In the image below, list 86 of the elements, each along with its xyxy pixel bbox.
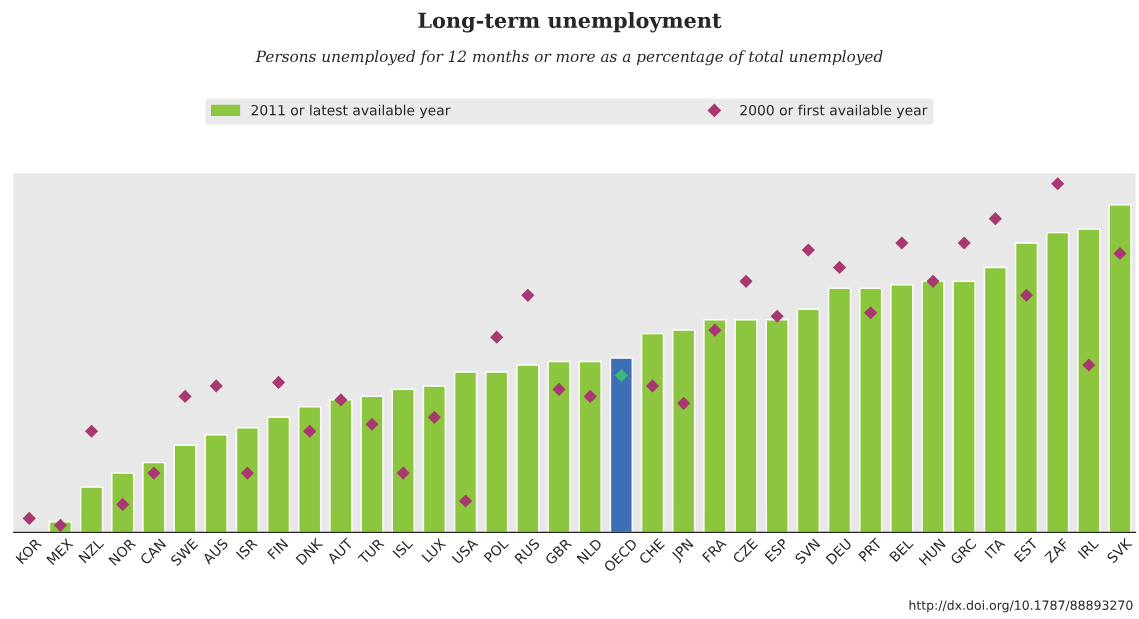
x-tick-label: USA <box>451 537 479 565</box>
x-tick-label: IRL <box>1077 537 1100 559</box>
point <box>147 466 161 480</box>
point <box>22 511 36 525</box>
point <box>303 424 317 438</box>
bar <box>391 388 415 533</box>
point <box>957 236 971 250</box>
point <box>53 518 67 532</box>
point <box>801 243 815 257</box>
bar <box>703 319 727 533</box>
bar <box>578 360 602 533</box>
point <box>739 274 753 288</box>
point <box>1082 358 1096 372</box>
x-tick-label: ISL <box>392 537 414 559</box>
point <box>84 424 99 438</box>
x-tick-label: FRA <box>701 537 727 563</box>
x-tick-label: TUR <box>357 537 385 565</box>
bar <box>640 332 665 533</box>
bar <box>952 280 976 533</box>
bar <box>173 444 197 533</box>
x-tick-label: ITA <box>984 537 1006 559</box>
point <box>1113 246 1127 261</box>
point <box>677 396 691 410</box>
bar <box>734 319 758 533</box>
point <box>458 494 473 508</box>
x-tick-label: ESP <box>764 537 789 563</box>
bar <box>204 434 228 533</box>
bar <box>235 427 260 533</box>
point <box>926 274 940 288</box>
chart-title: Long-term unemployment <box>418 12 722 33</box>
bar <box>1077 228 1101 533</box>
point <box>521 288 535 302</box>
x-tick-label: FIN <box>267 538 289 560</box>
chart-subtitle: Persons unemployed for 12 months or more as a percentage of total unemployed <box>255 50 883 66</box>
point <box>1051 177 1065 191</box>
bar <box>485 371 509 533</box>
point <box>365 417 379 431</box>
bar <box>142 461 166 533</box>
point <box>178 389 192 403</box>
point <box>490 330 504 344</box>
legend-label: 2011 or latest available year <box>251 104 451 119</box>
bar <box>79 486 104 533</box>
point <box>427 410 441 424</box>
bar <box>1046 231 1070 533</box>
bar <box>111 472 135 533</box>
bar <box>983 266 1007 533</box>
bar <box>453 371 478 533</box>
x-tick-label: NZL <box>78 537 105 564</box>
x-tick-label: POL <box>483 537 510 563</box>
bar <box>890 284 914 533</box>
point <box>895 236 909 250</box>
bar <box>360 395 384 533</box>
point <box>614 368 628 383</box>
point <box>552 382 566 397</box>
bar <box>422 385 446 533</box>
point <box>583 389 597 403</box>
bar <box>672 329 696 533</box>
bar <box>516 364 540 533</box>
point <box>334 393 348 407</box>
point <box>832 260 847 275</box>
point <box>645 379 660 393</box>
bar <box>1108 203 1132 533</box>
point <box>988 212 1002 226</box>
bar <box>266 416 291 533</box>
point <box>396 466 410 480</box>
x-tick-label: BEL <box>889 537 914 563</box>
bar <box>1014 242 1039 533</box>
point <box>271 375 286 390</box>
point <box>1019 288 1034 302</box>
point <box>240 466 254 480</box>
bar <box>765 319 789 533</box>
bar <box>827 287 852 533</box>
x-tick-label: ISR <box>235 537 258 560</box>
bar <box>298 406 322 533</box>
bar <box>609 357 633 533</box>
point <box>708 323 722 337</box>
bar <box>796 308 820 533</box>
point <box>864 306 878 320</box>
bar <box>547 360 571 533</box>
legend-label: 2000 or first available year <box>740 104 928 119</box>
point <box>770 309 784 323</box>
text: http://dx.doi.org/10.1787/88893270 <box>909 600 1133 613</box>
point <box>209 379 223 393</box>
bar <box>329 399 353 533</box>
bar <box>859 287 883 533</box>
bar <box>921 280 945 533</box>
